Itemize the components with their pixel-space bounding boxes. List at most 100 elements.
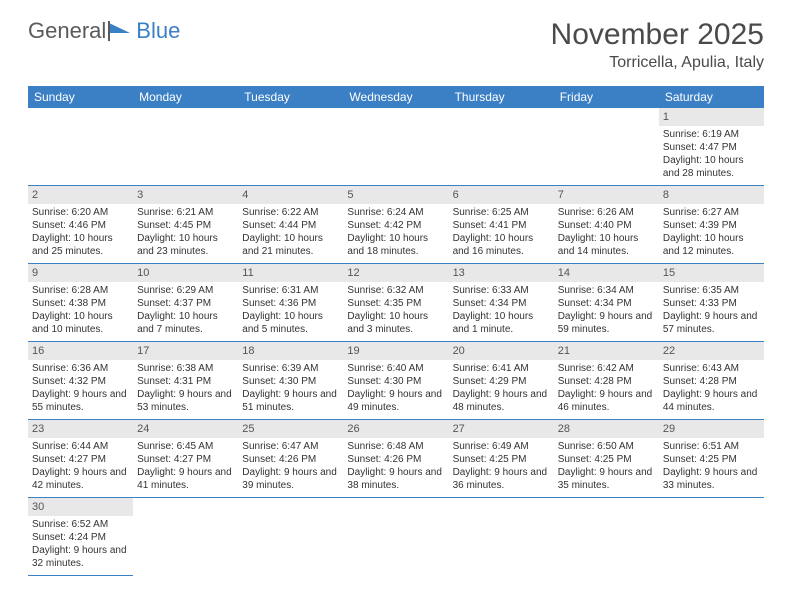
calendar-cell: 8Sunrise: 6:27 AMSunset: 4:39 PMDaylight…: [659, 186, 764, 264]
sunset-line: Sunset: 4:41 PM: [453, 219, 550, 232]
sunset-line: Sunset: 4:27 PM: [32, 453, 129, 466]
day-number: 30: [28, 498, 133, 516]
daylight-line: Daylight: 10 hours and 7 minutes.: [137, 310, 234, 336]
day-number: 15: [659, 264, 764, 282]
day-number: 14: [554, 264, 659, 282]
calendar-cell: 9 Sunrise: 6:28 AMSunset: 4:38 PMDaylight…: [28, 264, 133, 342]
calendar-cell: 15Sunrise: 6:35 AMSunset: 4:33 PMDayligh…: [659, 264, 764, 342]
daylight-line: Daylight: 10 hours and 28 minutes.: [663, 154, 760, 180]
sunset-line: Sunset: 4:40 PM: [558, 219, 655, 232]
day-number: 3: [133, 186, 238, 204]
calendar-cell: 22Sunrise: 6:43 AMSunset: 4:28 PMDayligh…: [659, 342, 764, 420]
calendar-cell: 1Sunrise: 6:19 AMSunset: 4:47 PMDaylight…: [659, 108, 764, 186]
logo: General Blue: [28, 18, 180, 44]
calendar-cell: 4Sunrise: 6:22 AMSunset: 4:44 PMDaylight…: [238, 186, 343, 264]
sunset-line: Sunset: 4:37 PM: [137, 297, 234, 310]
daylight-line: Daylight: 10 hours and 23 minutes.: [137, 232, 234, 258]
location-text: Torricella, Apulia, Italy: [551, 54, 764, 72]
day-number: 19: [343, 342, 448, 360]
sunrise-line: Sunrise: 6:21 AM: [137, 206, 234, 219]
logo-flag-icon: [108, 21, 136, 41]
daylight-line: Daylight: 9 hours and 32 minutes.: [32, 544, 129, 570]
sunrise-line: Sunrise: 6:51 AM: [663, 440, 760, 453]
column-header: Tuesday: [238, 86, 343, 108]
sunrise-line: Sunrise: 6:28 AM: [32, 284, 129, 297]
sunset-line: Sunset: 4:26 PM: [347, 453, 444, 466]
sunrise-line: Sunrise: 6:26 AM: [558, 206, 655, 219]
daylight-line: Daylight: 9 hours and 36 minutes.: [453, 466, 550, 492]
calendar-cell-blank: [238, 108, 343, 186]
page-title: November 2025: [551, 18, 764, 52]
day-number: 9: [28, 264, 133, 282]
daylight-line: Daylight: 9 hours and 51 minutes.: [242, 388, 339, 414]
sunrise-line: Sunrise: 6:35 AM: [663, 284, 760, 297]
calendar-cell: 6Sunrise: 6:25 AMSunset: 4:41 PMDaylight…: [449, 186, 554, 264]
sunset-line: Sunset: 4:42 PM: [347, 219, 444, 232]
sunrise-line: Sunrise: 6:49 AM: [453, 440, 550, 453]
calendar-body: 1Sunrise: 6:19 AMSunset: 4:47 PMDaylight…: [28, 108, 764, 576]
sunrise-line: Sunrise: 6:40 AM: [347, 362, 444, 375]
sunrise-line: Sunrise: 6:43 AM: [663, 362, 760, 375]
daylight-line: Daylight: 9 hours and 48 minutes.: [453, 388, 550, 414]
calendar-cell: 13Sunrise: 6:33 AMSunset: 4:34 PMDayligh…: [449, 264, 554, 342]
calendar-cell: 28Sunrise: 6:50 AMSunset: 4:25 PMDayligh…: [554, 420, 659, 498]
daylight-line: Daylight: 10 hours and 21 minutes.: [242, 232, 339, 258]
sunset-line: Sunset: 4:30 PM: [242, 375, 339, 388]
daylight-line: Daylight: 9 hours and 46 minutes.: [558, 388, 655, 414]
daylight-line: Daylight: 10 hours and 5 minutes.: [242, 310, 339, 336]
calendar-cell: 2Sunrise: 6:20 AMSunset: 4:46 PMDaylight…: [28, 186, 133, 264]
daylight-line: Daylight: 9 hours and 35 minutes.: [558, 466, 655, 492]
sunrise-line: Sunrise: 6:41 AM: [453, 362, 550, 375]
calendar-cell: 24Sunrise: 6:45 AMSunset: 4:27 PMDayligh…: [133, 420, 238, 498]
daylight-line: Daylight: 9 hours and 55 minutes.: [32, 388, 129, 414]
day-number: 10: [133, 264, 238, 282]
day-number: 2: [28, 186, 133, 204]
calendar-cell: 21Sunrise: 6:42 AMSunset: 4:28 PMDayligh…: [554, 342, 659, 420]
sunset-line: Sunset: 4:36 PM: [242, 297, 339, 310]
day-number: 5: [343, 186, 448, 204]
calendar-cell-blank: [343, 108, 448, 186]
calendar-cell: 27 Sunrise: 6:49 AMSunset: 4:25 PMDayligh…: [449, 420, 554, 498]
daylight-line: Daylight: 10 hours and 10 minutes.: [32, 310, 129, 336]
calendar-cell: 17Sunrise: 6:38 AMSunset: 4:31 PMDayligh…: [133, 342, 238, 420]
sunset-line: Sunset: 4:38 PM: [32, 297, 129, 310]
calendar-cell: 30Sunrise: 6:52 AMSunset: 4:24 PMDayligh…: [28, 498, 133, 576]
sunrise-line: Sunrise: 6:27 AM: [663, 206, 760, 219]
calendar-cell: 23Sunrise: 6:44 AMSunset: 4:27 PMDayligh…: [28, 420, 133, 498]
calendar-cell: 11Sunrise: 6:31 AMSunset: 4:36 PMDayligh…: [238, 264, 343, 342]
sunset-line: Sunset: 4:45 PM: [137, 219, 234, 232]
day-number: 28: [554, 420, 659, 438]
day-number: 24: [133, 420, 238, 438]
sunrise-line: Sunrise: 6:36 AM: [32, 362, 129, 375]
day-number: 27: [449, 420, 554, 438]
sunset-line: Sunset: 4:47 PM: [663, 141, 760, 154]
sunset-line: Sunset: 4:27 PM: [137, 453, 234, 466]
column-header: Wednesday: [343, 86, 448, 108]
column-header: Saturday: [659, 86, 764, 108]
day-number: 23: [28, 420, 133, 438]
daylight-line: Daylight: 10 hours and 14 minutes.: [558, 232, 655, 258]
sunrise-line: Sunrise: 6:19 AM: [663, 128, 760, 141]
sunset-line: Sunset: 4:28 PM: [558, 375, 655, 388]
daylight-line: Daylight: 9 hours and 33 minutes.: [663, 466, 760, 492]
daylight-line: Daylight: 9 hours and 38 minutes.: [347, 466, 444, 492]
day-number: 13: [449, 264, 554, 282]
sunrise-line: Sunrise: 6:22 AM: [242, 206, 339, 219]
day-number: 4: [238, 186, 343, 204]
day-number: 22: [659, 342, 764, 360]
daylight-line: Daylight: 9 hours and 49 minutes.: [347, 388, 444, 414]
daylight-line: Daylight: 9 hours and 44 minutes.: [663, 388, 760, 414]
day-number: 8: [659, 186, 764, 204]
sunrise-line: Sunrise: 6:31 AM: [242, 284, 339, 297]
sunset-line: Sunset: 4:39 PM: [663, 219, 760, 232]
sunrise-line: Sunrise: 6:20 AM: [32, 206, 129, 219]
calendar-cell-blank: [449, 108, 554, 186]
sunset-line: Sunset: 4:25 PM: [663, 453, 760, 466]
daylight-line: Daylight: 10 hours and 1 minute.: [453, 310, 550, 336]
title-block: November 2025 Torricella, Apulia, Italy: [551, 18, 764, 72]
day-number: 26: [343, 420, 448, 438]
calendar-cell: 19Sunrise: 6:40 AMSunset: 4:30 PMDayligh…: [343, 342, 448, 420]
sunset-line: Sunset: 4:25 PM: [453, 453, 550, 466]
daylight-line: Daylight: 10 hours and 16 minutes.: [453, 232, 550, 258]
column-header: Friday: [554, 86, 659, 108]
